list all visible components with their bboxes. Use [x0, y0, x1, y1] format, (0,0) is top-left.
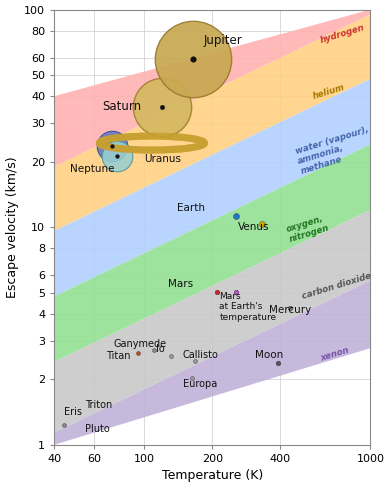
Point: [135, 349, 141, 357]
Text: Mars
at Earth's
temperature: Mars at Earth's temperature: [220, 292, 277, 322]
Point: [287, 304, 293, 312]
Point: [60, 422, 67, 429]
Text: Eris: Eris: [64, 407, 82, 417]
Point: [233, 213, 239, 221]
Polygon shape: [54, 79, 370, 296]
Point: [109, 142, 115, 150]
Polygon shape: [54, 10, 370, 167]
Point: [192, 357, 198, 365]
Text: Triton: Triton: [85, 400, 113, 410]
Point: [46, 406, 52, 413]
Point: [114, 152, 121, 160]
Point: [189, 374, 195, 382]
Point: [190, 55, 197, 62]
Y-axis label: Escape velocity (km/s): Escape velocity (km/s): [5, 156, 19, 298]
Text: Uranus: Uranus: [144, 154, 181, 164]
Point: [233, 288, 239, 296]
Text: helium: helium: [312, 82, 346, 101]
Text: Pluto: Pluto: [85, 424, 110, 434]
Polygon shape: [54, 15, 370, 231]
Text: carbon dioxide: carbon dioxide: [301, 271, 372, 301]
Text: Mercury: Mercury: [269, 305, 311, 315]
Point: [190, 55, 197, 62]
Text: water (vapour),
ammonia,
methane: water (vapour), ammonia, methane: [294, 125, 376, 176]
Text: hydrogen: hydrogen: [319, 23, 366, 45]
Text: oxygen,
nitrogen: oxygen, nitrogen: [285, 214, 330, 244]
Point: [259, 220, 265, 228]
Polygon shape: [54, 210, 370, 432]
Point: [214, 288, 220, 296]
Text: Ganymede: Ganymede: [113, 339, 167, 349]
Text: xenon: xenon: [319, 346, 350, 363]
Text: Callisto: Callisto: [183, 349, 218, 360]
Text: Saturn: Saturn: [103, 100, 142, 113]
Text: Venus: Venus: [238, 222, 269, 232]
Point: [109, 142, 115, 150]
Point: [151, 346, 157, 353]
Text: Titan: Titan: [106, 351, 131, 362]
Text: Earth: Earth: [177, 203, 205, 213]
Text: Mars: Mars: [168, 279, 193, 289]
Point: [168, 352, 175, 360]
X-axis label: Temperature (K): Temperature (K): [162, 469, 263, 483]
Point: [190, 55, 197, 62]
Text: Jupiter: Jupiter: [204, 34, 242, 47]
Text: Neptune: Neptune: [70, 164, 115, 174]
Polygon shape: [54, 281, 370, 445]
Text: Moon: Moon: [255, 349, 284, 360]
Polygon shape: [54, 144, 370, 362]
Text: Europa: Europa: [183, 379, 217, 389]
Text: Io: Io: [156, 344, 165, 354]
Point: [275, 359, 281, 367]
Point: [23, 410, 29, 418]
Point: [114, 152, 121, 160]
Point: [159, 103, 165, 111]
Point: [159, 103, 165, 111]
